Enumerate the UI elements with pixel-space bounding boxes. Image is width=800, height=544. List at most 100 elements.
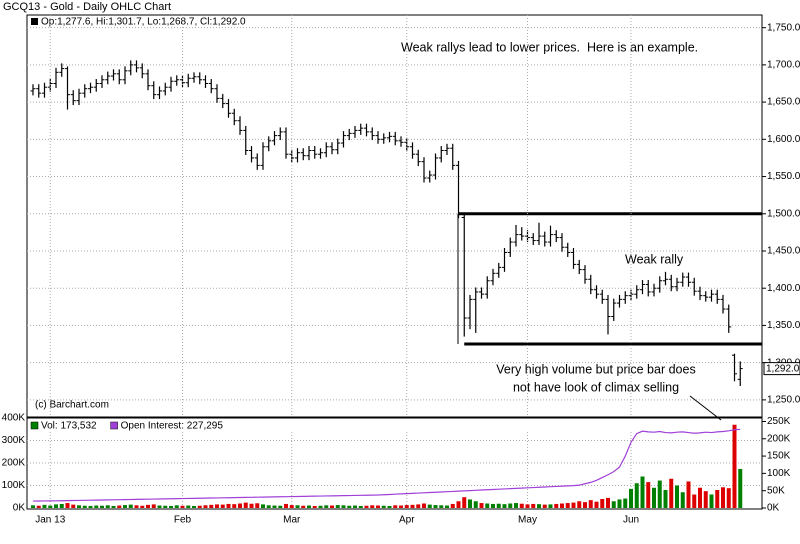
volume-bar: [410, 504, 415, 508]
y-tick-label: 1,350.0: [767, 320, 800, 331]
volume-bar: [111, 505, 116, 508]
x-tick-label: Jan 13: [35, 515, 65, 526]
volume-bar: [560, 503, 564, 508]
volume-bar: [347, 505, 352, 508]
y-tick-label: 1,450.0: [767, 246, 800, 257]
volume-bar: [249, 503, 254, 508]
y2-tick-label: 150K: [767, 451, 791, 462]
volume-bar: [554, 503, 559, 508]
volume-bar: [468, 499, 472, 508]
volume-bar: [272, 505, 277, 508]
volume-bar: [353, 505, 357, 508]
volume-bar: [215, 504, 219, 508]
volume-bar: [220, 504, 225, 508]
volume-bar: [738, 468, 743, 508]
y-tick-label: 0K: [13, 503, 26, 514]
volume-bar: [169, 505, 173, 508]
volume-bar: [542, 504, 547, 508]
y-tick-label: 1,250.0: [767, 395, 800, 406]
last-price-label: 1,292.0: [766, 363, 800, 374]
y-tick-label: 1,400.0: [767, 283, 800, 294]
volume-bar: [341, 505, 346, 508]
volume-bar: [186, 505, 191, 508]
annotation: Very high volume but price bar does: [496, 362, 695, 376]
volume-bar: [427, 504, 432, 508]
volume-bar: [577, 501, 582, 508]
volume-bar: [422, 503, 426, 508]
y2-tick-label: 100K: [767, 468, 791, 479]
last-price-box: [763, 362, 800, 376]
y2-tick-label: 0K: [767, 503, 780, 514]
y-tick-label: 1,550.0: [767, 171, 800, 182]
volume-bar: [473, 501, 478, 508]
volume-bar: [255, 503, 260, 508]
y-tick-label: 1,650.0: [767, 97, 800, 108]
volume-bar: [278, 505, 283, 508]
volume-bar: [370, 505, 375, 508]
y-tick-label: 1,700.0: [767, 60, 800, 71]
volume-bar: [330, 505, 334, 508]
volume-bar: [531, 503, 536, 508]
volume-bar: [105, 505, 110, 508]
volume-bar: [146, 504, 150, 508]
volume-bar: [445, 505, 449, 508]
volume-bar: [100, 505, 104, 508]
volume-bar: [140, 505, 145, 508]
volume-bar: [657, 480, 662, 508]
volume-bar: [261, 504, 265, 508]
x-tick-label: Mar: [283, 515, 301, 526]
volume-bar: [284, 503, 288, 508]
volume-bar: [640, 476, 645, 508]
volume-bar: [663, 490, 668, 508]
y2-tick-label: 200K: [767, 433, 791, 444]
volume-bar: [134, 505, 139, 508]
price-panel: [26, 14, 763, 418]
volume-bar: [508, 503, 513, 508]
volume-bar: [335, 505, 340, 508]
volume-bar: [180, 505, 185, 508]
volume-bar: [301, 505, 306, 508]
legend-swatch: [110, 421, 118, 430]
volume-bar: [399, 505, 403, 508]
volume-bar: [318, 505, 323, 508]
volume-bar: [295, 505, 300, 508]
volume-bar: [376, 505, 380, 508]
volume-bar: [31, 505, 35, 508]
volume-bar: [450, 503, 455, 508]
volume-bar: [128, 504, 133, 508]
volume-bar: [675, 485, 679, 508]
volume-bar: [36, 505, 41, 508]
volume-bar: [364, 505, 369, 508]
volume-bar: [416, 504, 421, 508]
volume-bar: [565, 503, 570, 508]
volume-bar: [502, 504, 507, 508]
volume-bar: [404, 505, 409, 508]
volume-bar: [71, 504, 76, 508]
volume-bar: [548, 504, 553, 508]
x-tick-label: Apr: [399, 515, 415, 526]
legend-swatch: [30, 421, 39, 430]
x-tick-label: Jun: [623, 515, 639, 526]
volume-bar: [669, 478, 674, 508]
volume-bar: [238, 503, 242, 508]
y-tick-label: 1,600.0: [767, 134, 800, 145]
y-tick-label: 400K: [2, 413, 26, 424]
volume-bar: [594, 501, 599, 508]
volume-bar: [48, 505, 53, 508]
volume-bar: [479, 503, 484, 508]
volume-bar: [209, 504, 214, 508]
volume-bar: [519, 503, 524, 508]
volume-bar: [433, 505, 438, 508]
annotation: not have look of climax selling: [513, 380, 679, 394]
volume-bar: [77, 505, 81, 508]
volume-bar: [197, 505, 202, 508]
y2-tick-label: 50K: [767, 485, 785, 496]
volume-bar: [588, 500, 593, 508]
volume-bar: [646, 482, 651, 508]
volume-bar: [634, 483, 639, 508]
x-tick-label: Feb: [174, 515, 192, 526]
volume-bar: [82, 505, 87, 508]
volume-bar: [151, 504, 156, 508]
